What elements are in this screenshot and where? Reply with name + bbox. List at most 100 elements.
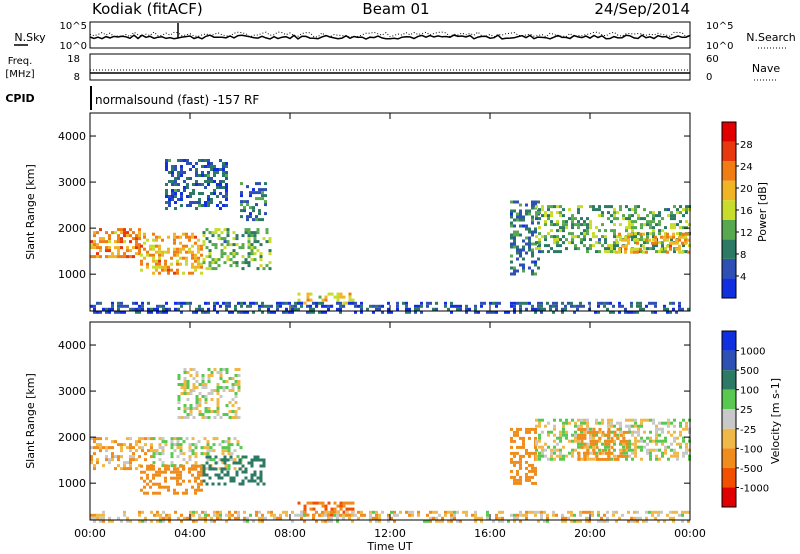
data-cell <box>176 446 180 450</box>
data-cell <box>610 205 613 209</box>
data-cell <box>426 301 429 305</box>
data-cell <box>547 250 550 254</box>
data-cell <box>583 442 587 446</box>
data-cell <box>336 295 340 299</box>
data-cell <box>194 455 198 459</box>
data-cell <box>595 457 599 461</box>
data-cell <box>621 244 624 248</box>
data-cell <box>516 200 519 204</box>
data-cell <box>204 395 208 398</box>
data-cell <box>588 519 591 523</box>
data-cell <box>195 307 198 311</box>
data-cell <box>239 446 243 450</box>
data-cell <box>531 206 534 210</box>
data-cell <box>678 513 681 517</box>
data-cell <box>179 247 182 251</box>
data-cell <box>556 211 559 215</box>
data-cell <box>552 513 555 517</box>
data-cell <box>212 443 216 447</box>
data-cell <box>237 516 240 520</box>
data-cell <box>232 249 236 253</box>
data-cell <box>93 307 96 311</box>
data-cell <box>607 418 610 422</box>
data-cell <box>204 401 208 404</box>
data-cell <box>535 454 538 458</box>
data-cell <box>213 307 216 311</box>
data-cell <box>143 470 146 474</box>
data-cell <box>191 244 194 248</box>
data-cell <box>174 189 177 192</box>
data-cell <box>351 507 355 511</box>
data-cell <box>339 292 343 296</box>
data-cell <box>510 301 513 305</box>
data-cell <box>631 229 634 233</box>
data-cell <box>619 421 622 425</box>
data-cell <box>631 223 634 227</box>
data-cell <box>535 442 538 446</box>
data-cell <box>197 488 200 492</box>
data-cell <box>571 418 574 422</box>
data-cell <box>194 467 197 471</box>
data-cell <box>655 250 658 254</box>
data-cell <box>324 504 328 508</box>
data-cell <box>165 168 168 171</box>
data-cell <box>519 519 522 523</box>
data-cell <box>342 504 346 508</box>
data-cell <box>105 246 108 250</box>
data-cell <box>210 392 214 395</box>
data-cell <box>598 238 601 242</box>
data-cell <box>185 488 188 492</box>
data-cell <box>120 255 123 259</box>
data-cell <box>147 307 150 311</box>
data-cell <box>619 427 622 431</box>
data-cell <box>234 368 238 371</box>
data-cell <box>351 510 354 514</box>
data-cell <box>541 235 544 239</box>
data-cell <box>108 461 111 465</box>
data-cell <box>114 440 117 444</box>
data-cell <box>516 516 519 520</box>
data-cell <box>262 267 266 271</box>
data-cell <box>93 234 96 238</box>
data-cell <box>673 439 676 443</box>
data-cell <box>570 510 573 514</box>
data-cell <box>610 250 613 254</box>
data-cell <box>387 310 390 314</box>
data-cell <box>589 427 592 431</box>
data-cell <box>544 220 547 224</box>
data-cell <box>198 307 201 311</box>
data-cell <box>634 205 637 209</box>
data-cell <box>324 513 327 517</box>
data-cell <box>210 162 213 165</box>
data-cell <box>616 217 619 221</box>
data-cell <box>646 436 649 440</box>
data-cell <box>450 519 453 523</box>
data-cell <box>658 223 661 227</box>
data-cell <box>510 457 513 461</box>
data-cell <box>664 226 667 230</box>
data-cell <box>639 301 642 305</box>
power-heatmap <box>90 159 691 314</box>
data-cell <box>348 301 351 305</box>
data-cell <box>679 220 682 224</box>
data-cell <box>253 252 257 256</box>
data-cell <box>208 240 212 244</box>
data-cell <box>628 217 631 221</box>
data-cell <box>195 171 198 174</box>
data-cell <box>595 208 598 212</box>
data-cell <box>108 255 111 259</box>
data-cell <box>222 380 226 383</box>
data-cell <box>207 171 210 174</box>
data-cell <box>219 386 223 389</box>
data-cell <box>396 513 399 517</box>
data-cell <box>627 235 630 239</box>
x-axis-label: Time UT <box>366 540 412 553</box>
data-cell <box>232 461 236 465</box>
data-cell <box>673 436 676 440</box>
data-cell <box>630 232 633 236</box>
data-cell <box>253 234 257 238</box>
data-cell <box>226 240 230 244</box>
data-cell <box>234 307 237 311</box>
data-cell <box>369 513 372 517</box>
data-cell <box>262 237 266 241</box>
